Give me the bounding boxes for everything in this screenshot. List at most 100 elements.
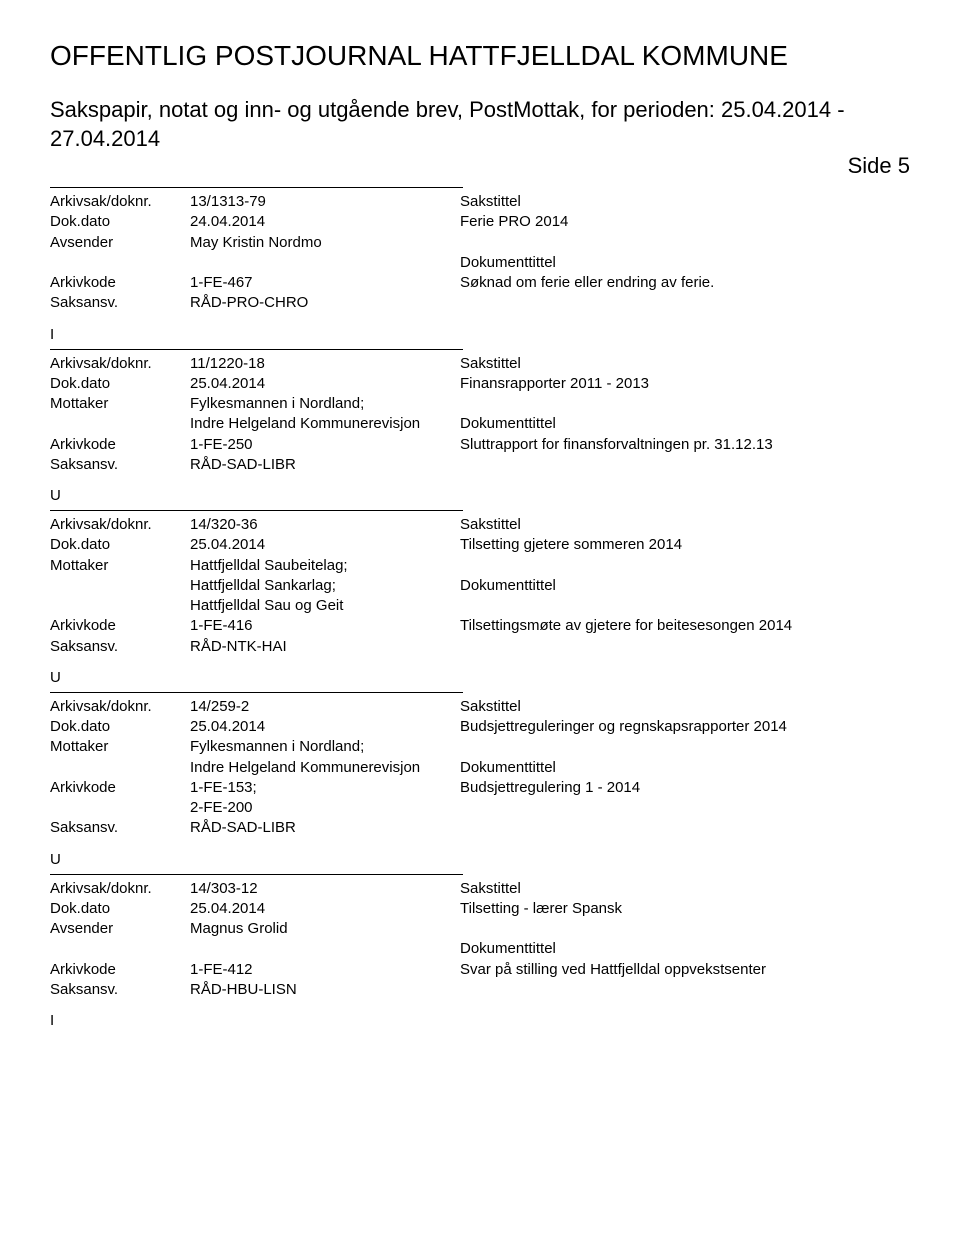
record-row: Saksansv.RÅD-SAD-LIBR xyxy=(50,455,910,475)
label-arkivsak: Arkivsak/doknr. xyxy=(50,354,190,374)
label-empty xyxy=(50,758,190,778)
value-saksansv: RÅD-NTK-HAI xyxy=(190,637,460,657)
right-empty xyxy=(460,818,910,838)
record-divider xyxy=(50,874,463,875)
record-marker: I xyxy=(50,326,910,343)
label-arkivkode: Arkivkode xyxy=(50,273,190,293)
record-row: AvsenderMay Kristin Nordmo xyxy=(50,233,910,253)
label-party: Mottaker xyxy=(50,556,190,576)
label-party: Mottaker xyxy=(50,394,190,414)
value-party: Indre Helgeland Kommunerevisjon xyxy=(190,414,460,434)
label-dokumenttittel: Dokumenttittel xyxy=(460,576,910,596)
record-marker: U xyxy=(50,851,910,868)
value-sakstittel: Tilsetting gjetere sommeren 2014 xyxy=(460,535,910,555)
value-empty xyxy=(190,253,460,273)
record-divider xyxy=(50,187,463,188)
right-empty xyxy=(460,556,910,576)
right-empty xyxy=(460,455,910,475)
record-row: MottakerHattfjelldal Saubeitelag; xyxy=(50,556,910,576)
record-marker: U xyxy=(50,669,910,686)
label-saksansv: Saksansv. xyxy=(50,980,190,1000)
right-empty xyxy=(460,394,910,414)
label-arkivsak: Arkivsak/doknr. xyxy=(50,697,190,717)
value-dokumenttittel: Budsjettregulering 1 - 2014 xyxy=(460,778,910,798)
record-row: Saksansv.RÅD-NTK-HAI xyxy=(50,637,910,657)
record-row: Hattfjelldal Sau og Geit xyxy=(50,596,910,616)
label-dokdato: Dok.dato xyxy=(50,717,190,737)
value-arkivsak: 13/1313-79 xyxy=(190,192,460,212)
label-empty xyxy=(50,596,190,616)
label-sakstittel: Sakstittel xyxy=(460,515,910,535)
value-saksansv: RÅD-SAD-LIBR xyxy=(190,455,460,475)
record-row: AvsenderMagnus Grolid xyxy=(50,919,910,939)
value-dokdato: 24.04.2014 xyxy=(190,212,460,232)
value-party: Fylkesmannen i Nordland; xyxy=(190,394,460,414)
record-row: Arkivkode1-FE-153;Budsjettregulering 1 -… xyxy=(50,778,910,798)
record-row: Arkivkode1-FE-412Svar på stilling ved Ha… xyxy=(50,960,910,980)
label-sakstittel: Sakstittel xyxy=(460,697,910,717)
label-saksansv: Saksansv. xyxy=(50,293,190,313)
record-row: Saksansv.RÅD-HBU-LISN xyxy=(50,980,910,1000)
label-dokumenttittel: Dokumenttittel xyxy=(460,758,910,778)
label-party: Avsender xyxy=(50,233,190,253)
label-arkivkode: Arkivkode xyxy=(50,778,190,798)
record-row: Arkivsak/doknr.14/303-12Sakstittel xyxy=(50,879,910,899)
right-empty xyxy=(460,293,910,313)
label-empty xyxy=(50,798,190,818)
label-saksansv: Saksansv. xyxy=(50,455,190,475)
label-sakstittel: Sakstittel xyxy=(460,879,910,899)
label-empty xyxy=(50,576,190,596)
record-divider xyxy=(50,349,463,350)
value-arkivsak: 14/259-2 xyxy=(190,697,460,717)
record-row: Hattfjelldal Sankarlag;Dokumenttittel xyxy=(50,576,910,596)
record-row: Arkivsak/doknr.13/1313-79Sakstittel xyxy=(50,192,910,212)
value-party: May Kristin Nordmo xyxy=(190,233,460,253)
record-row: Arkivkode1-FE-250Sluttrapport for finans… xyxy=(50,435,910,455)
value-party: Magnus Grolid xyxy=(190,919,460,939)
label-saksansv: Saksansv. xyxy=(50,637,190,657)
right-empty xyxy=(460,637,910,657)
value-arkivkode: 1-FE-250 xyxy=(190,435,460,455)
right-empty xyxy=(460,919,910,939)
value-dokumenttittel: Sluttrapport for finansforvaltningen pr.… xyxy=(460,435,910,455)
records-container: Arkivsak/doknr.13/1313-79SakstittelDok.d… xyxy=(50,187,910,1000)
record-row: Saksansv.RÅD-SAD-LIBR xyxy=(50,818,910,838)
record-row: Arkivsak/doknr.11/1220-18Sakstittel xyxy=(50,354,910,374)
record-row: Dokumenttittel xyxy=(50,253,910,273)
label-arkivsak: Arkivsak/doknr. xyxy=(50,192,190,212)
label-arkivsak: Arkivsak/doknr. xyxy=(50,879,190,899)
label-dokdato: Dok.dato xyxy=(50,899,190,919)
right-empty xyxy=(460,233,910,253)
record-row: Dok.dato25.04.2014Finansrapporter 2011 -… xyxy=(50,374,910,394)
right-empty xyxy=(460,596,910,616)
label-dokumenttittel: Dokumenttittel xyxy=(460,253,910,273)
record-row: MottakerFylkesmannen i Nordland; xyxy=(50,394,910,414)
value-arkivkode: 2-FE-200 xyxy=(190,798,460,818)
record-row: Dok.dato25.04.2014Budsjettreguleringer o… xyxy=(50,717,910,737)
record-row: Dok.dato25.04.2014Tilsetting gjetere som… xyxy=(50,535,910,555)
right-empty xyxy=(460,980,910,1000)
value-arkivsak: 11/1220-18 xyxy=(190,354,460,374)
record-row: 2-FE-200 xyxy=(50,798,910,818)
value-dokdato: 25.04.2014 xyxy=(190,535,460,555)
value-dokumenttittel: Svar på stilling ved Hattfjelldal oppvek… xyxy=(460,960,910,980)
label-party: Mottaker xyxy=(50,737,190,757)
value-party: Hattfjelldal Sankarlag; xyxy=(190,576,460,596)
label-empty xyxy=(50,414,190,434)
record-row: Dok.dato24.04.2014Ferie PRO 2014 xyxy=(50,212,910,232)
value-sakstittel: Ferie PRO 2014 xyxy=(460,212,910,232)
record-row: Dok.dato25.04.2014Tilsetting - lærer Spa… xyxy=(50,899,910,919)
value-sakstittel: Finansrapporter 2011 - 2013 xyxy=(460,374,910,394)
value-dokdato: 25.04.2014 xyxy=(190,899,460,919)
label-empty xyxy=(50,939,190,959)
value-dokdato: 25.04.2014 xyxy=(190,717,460,737)
label-sakstittel: Sakstittel xyxy=(460,354,910,374)
value-arkivkode: 1-FE-467 xyxy=(190,273,460,293)
label-dokdato: Dok.dato xyxy=(50,374,190,394)
value-arkivsak: 14/320-36 xyxy=(190,515,460,535)
label-dokdato: Dok.dato xyxy=(50,212,190,232)
label-dokumenttittel: Dokumenttittel xyxy=(460,939,910,959)
value-dokumenttittel: Tilsettingsmøte av gjetere for beiteseso… xyxy=(460,616,910,636)
value-party: Indre Helgeland Kommunerevisjon xyxy=(190,758,460,778)
journal-record: Arkivsak/doknr.11/1220-18SakstittelDok.d… xyxy=(50,354,910,476)
